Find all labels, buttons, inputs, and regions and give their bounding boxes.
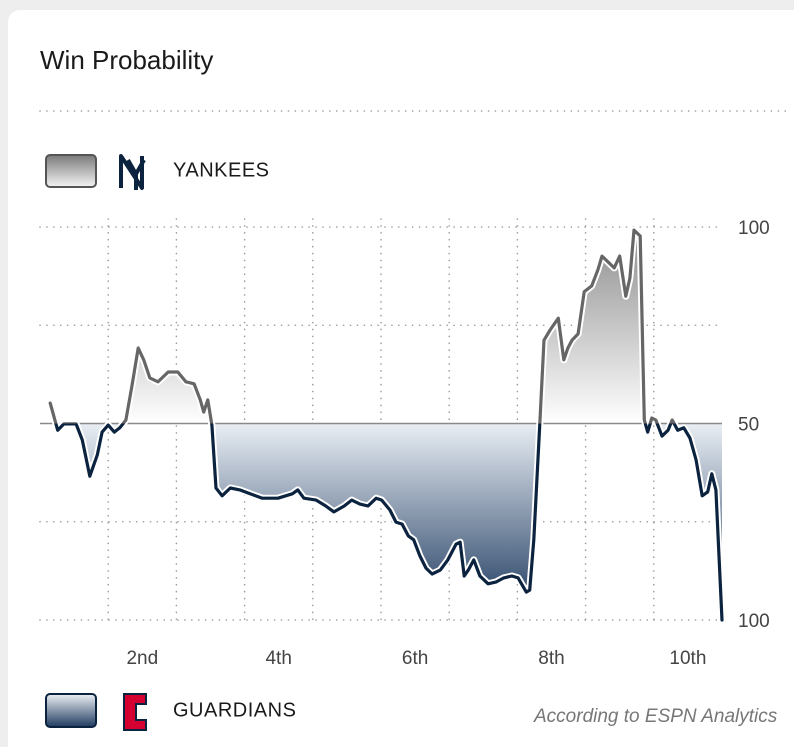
- legend-label: GUARDIANS: [173, 699, 296, 721]
- x-tick-label: 10th: [669, 648, 706, 669]
- card: [8, 10, 794, 747]
- y-tick-label: 50: [738, 415, 759, 436]
- guardians-logo: [123, 693, 147, 731]
- legend-swatch: [45, 693, 97, 728]
- chart-title: Win Probability: [40, 45, 213, 75]
- x-tick-label: 2nd: [126, 648, 158, 669]
- legend-label: YANKEES: [173, 159, 270, 181]
- x-tick-label: 8th: [538, 648, 564, 669]
- source-note: According to ESPN Analytics: [533, 706, 778, 727]
- legend-swatch: [45, 154, 97, 188]
- x-tick-label: 6th: [402, 648, 428, 669]
- win-probability-line: [48, 228, 724, 622]
- x-tick-label: 4th: [265, 648, 291, 669]
- y-tick-label: 100: [738, 611, 770, 632]
- y-tick-label: 100: [738, 218, 770, 239]
- yankees-logo: [119, 154, 146, 190]
